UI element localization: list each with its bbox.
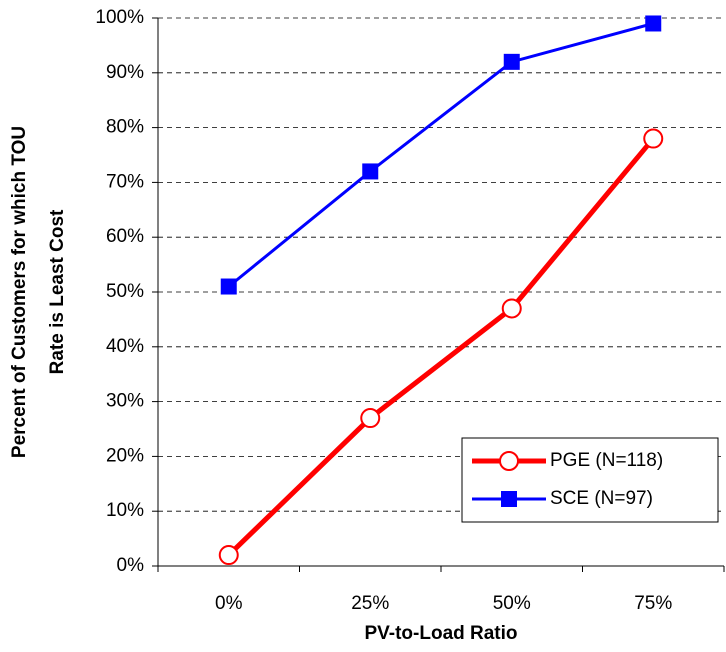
x-tick-label: 0% bbox=[215, 593, 243, 614]
x-tick-label: 75% bbox=[634, 593, 672, 614]
x-axis-title: PV-to-Load Ratio bbox=[364, 623, 517, 644]
point bbox=[362, 163, 379, 180]
legend-marker bbox=[501, 491, 517, 507]
y-tick-label: 30% bbox=[106, 391, 144, 412]
legend-marker bbox=[499, 451, 519, 471]
point bbox=[218, 545, 239, 566]
y-tick-label: 0% bbox=[117, 555, 145, 576]
point bbox=[360, 408, 381, 429]
y-tick-label: 70% bbox=[106, 171, 144, 192]
y-tick-label: 50% bbox=[106, 281, 144, 302]
y-tick-label: 60% bbox=[106, 226, 144, 247]
legend-label: PGE (N=118) bbox=[550, 450, 663, 471]
point bbox=[220, 278, 237, 295]
y-tick-label: 80% bbox=[106, 117, 144, 138]
x-tick-label: 50% bbox=[493, 593, 531, 614]
x-tick-label: 25% bbox=[351, 593, 389, 614]
point bbox=[501, 298, 522, 319]
point bbox=[643, 128, 664, 149]
y-tick-label: 90% bbox=[106, 62, 144, 83]
y-tick-label: 100% bbox=[95, 7, 144, 28]
point bbox=[503, 53, 520, 70]
y-axis-title: Rate is Least Cost bbox=[47, 209, 68, 374]
series-line bbox=[227, 136, 656, 557]
series-line bbox=[227, 22, 654, 288]
legend-label: SCE (N=97) bbox=[550, 488, 653, 509]
y-tick-label: 10% bbox=[106, 500, 144, 521]
y-tick-label: 40% bbox=[106, 336, 144, 357]
y-tick-label: 20% bbox=[106, 445, 144, 466]
point bbox=[645, 15, 662, 32]
y-axis-title: Percent of Customers for which TOU bbox=[9, 126, 30, 458]
